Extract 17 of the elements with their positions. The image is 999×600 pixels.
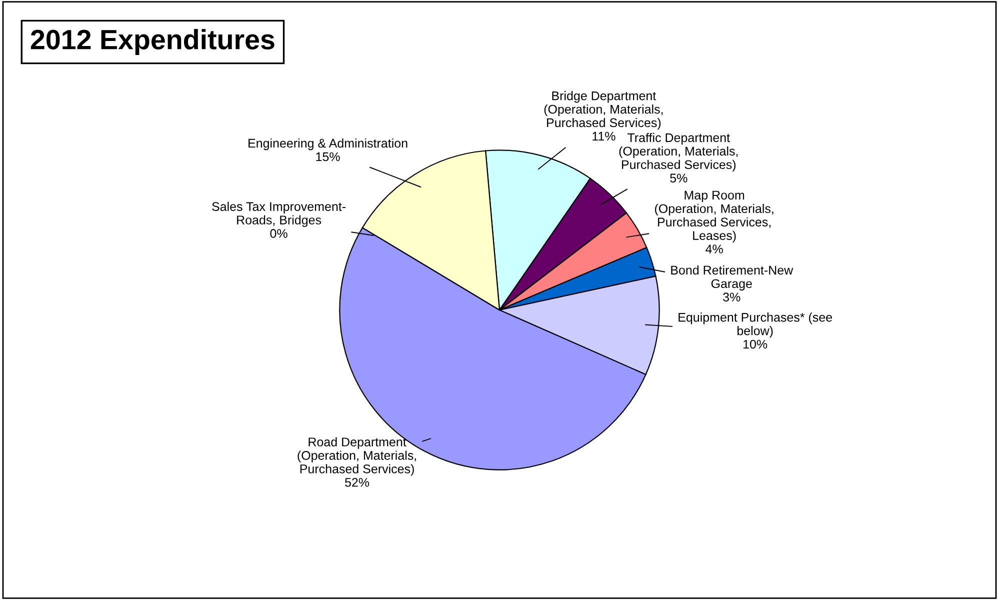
- slice-label: Equipment Purchases* (see below): [678, 312, 832, 338]
- data-label: 4%: [706, 244, 723, 254]
- data-label: 10%: [744, 340, 768, 349]
- data-label: 11%: [592, 132, 616, 141]
- slice-label: Engineering & Administration: [248, 138, 408, 150]
- slice-label: Bond Retirement-New Garage: [671, 265, 794, 291]
- data-label: 52%: [345, 478, 370, 487]
- data-label: 5%: [670, 174, 688, 183]
- text: 0%: [270, 229, 288, 238]
- data-label: 15%: [316, 152, 340, 162]
- chart-title: 2012 Expenditures: [30, 29, 274, 55]
- slice-label: Bridge Department (Operation, Materials, Purchased Services): [544, 91, 663, 130]
- slice-label: Map Room (Operation, Materials, Purchased Services, Leases): [655, 190, 774, 242]
- category-label: Sales Tax Improvement- Roads, Bridges: [212, 202, 346, 227]
- data-label: 3%: [723, 292, 740, 302]
- slice-label: Traffic Department (Operation, Materials, Purchased Services): [619, 132, 738, 172]
- slice-label: Road Department (Operation, Materials, Purchased Services): [298, 437, 416, 476]
